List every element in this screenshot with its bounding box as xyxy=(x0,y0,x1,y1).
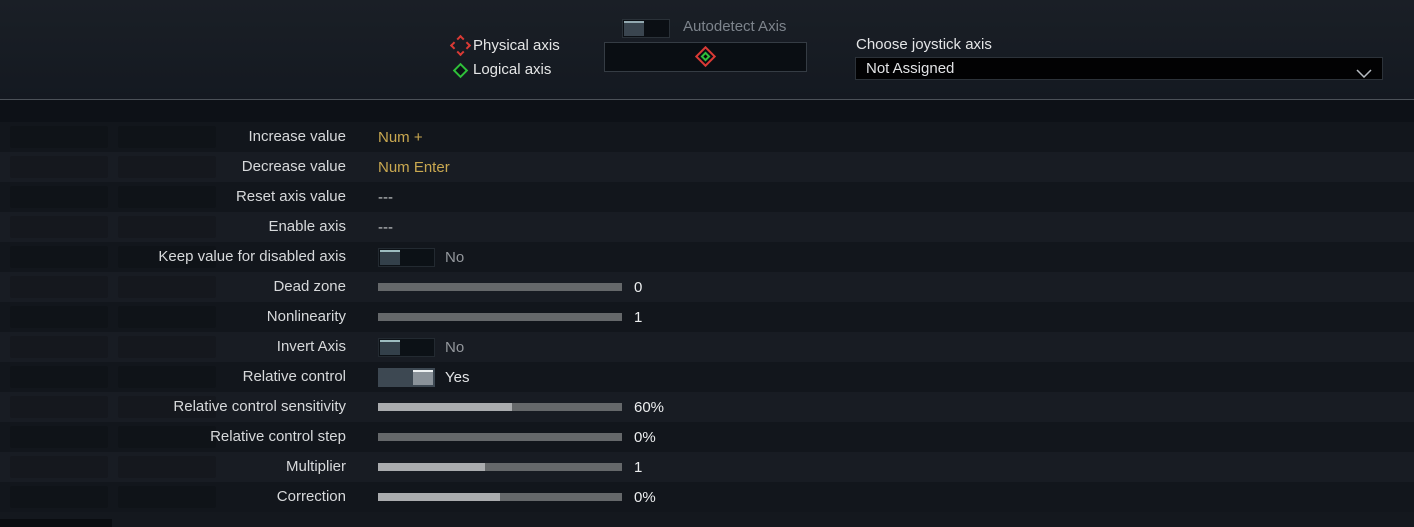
key-binding-value[interactable]: Num + xyxy=(378,128,423,146)
setting-slider[interactable] xyxy=(378,283,622,291)
toggle-handle xyxy=(380,339,400,355)
toggle-state-label: Yes xyxy=(445,368,470,386)
joystick-axis-dropdown[interactable]: Not Assigned xyxy=(855,57,1383,80)
setting-label: Relative control step xyxy=(210,428,346,445)
empty-binding-slots xyxy=(10,456,216,478)
slider-fill xyxy=(378,403,513,411)
choose-joystick-axis-label: Choose joystick axis xyxy=(856,36,992,53)
empty-binding-slots xyxy=(10,156,216,178)
footer-strip xyxy=(0,512,1414,527)
slider-value: 60% xyxy=(634,398,665,416)
physical-axis-legend: Physical axis xyxy=(449,33,560,57)
setting-label: Enable axis xyxy=(268,218,346,235)
settings-rows: Increase value Num + Decrease value Num … xyxy=(0,122,1414,512)
setting-label: Decrease value xyxy=(241,158,346,175)
footer-button-edge xyxy=(0,519,112,527)
empty-binding-slots xyxy=(10,126,216,148)
axis-legend: Physical axis Logical axis xyxy=(449,33,560,81)
slider-fill xyxy=(378,493,500,501)
empty-binding-slots xyxy=(10,306,216,328)
settings-row: Nonlinearity 1 xyxy=(0,302,1414,332)
toggle-handle xyxy=(624,21,644,36)
toggle-handle xyxy=(380,249,400,265)
physical-axis-label: Physical axis xyxy=(473,36,560,54)
slider-value: 0 xyxy=(634,278,643,296)
setting-toggle[interactable] xyxy=(378,367,435,387)
logical-axis-label: Logical axis xyxy=(473,60,552,78)
setting-slider[interactable] xyxy=(378,433,622,441)
empty-binding-slots xyxy=(10,186,216,208)
settings-row: Reset axis value --- xyxy=(0,182,1414,212)
axis-preview-box xyxy=(604,42,807,72)
empty-binding-slots xyxy=(10,366,216,388)
settings-row: Correction 0% xyxy=(0,482,1414,512)
key-binding-value[interactable]: Num Enter xyxy=(378,158,450,176)
empty-binding-slots xyxy=(10,426,216,448)
empty-binding-slots xyxy=(10,276,216,298)
setting-label: Nonlinearity xyxy=(266,308,346,325)
logical-axis-legend: Logical axis xyxy=(450,57,560,81)
slider-value: 1 xyxy=(634,308,643,326)
settings-row: Multiplier 1 xyxy=(0,452,1414,482)
settings-row: Keep value for disabled axis No xyxy=(0,242,1414,272)
physical-axis-icon xyxy=(449,34,472,57)
setting-slider[interactable] xyxy=(378,313,622,321)
setting-label: Keep value for disabled axis xyxy=(158,248,346,265)
setting-label: Dead zone xyxy=(273,278,346,295)
setting-slider[interactable] xyxy=(378,493,622,501)
logical-axis-icon xyxy=(450,59,470,79)
empty-binding-slots xyxy=(10,336,216,358)
toggle-state-label: No xyxy=(445,338,465,356)
setting-label: Invert Axis xyxy=(276,338,346,355)
toggle-handle xyxy=(413,369,433,385)
setting-label: Relative control xyxy=(242,368,346,385)
settings-row: Increase value Num + xyxy=(0,122,1414,152)
settings-row: Decrease value Num Enter xyxy=(0,152,1414,182)
empty-binding-slots xyxy=(10,486,216,508)
setting-label: Multiplier xyxy=(285,458,346,475)
setting-label: Relative control sensitivity xyxy=(173,398,346,415)
axis-setup-header: Physical axis Logical axis Autodetect Ax… xyxy=(0,0,1414,100)
setting-toggle[interactable] xyxy=(378,337,435,357)
slider-value: 0% xyxy=(634,428,656,446)
settings-row: Relative control sensitivity 60% xyxy=(0,392,1414,422)
autodetect-axis-toggle[interactable] xyxy=(622,19,670,38)
empty-binding-slots xyxy=(10,396,216,418)
setting-label: Reset axis value xyxy=(235,188,346,205)
setting-label: Correction xyxy=(276,488,346,505)
settings-row: Enable axis --- xyxy=(0,212,1414,242)
joystick-axis-selected-value: Not Assigned xyxy=(866,60,955,77)
settings-row: Dead zone 0 xyxy=(0,272,1414,302)
empty-binding-slots xyxy=(10,246,216,268)
axis-position-marker-icon xyxy=(694,45,716,68)
setting-slider[interactable] xyxy=(378,463,622,471)
empty-binding-slots xyxy=(10,216,216,238)
chevron-down-icon xyxy=(1356,65,1372,82)
settings-row: Invert Axis No xyxy=(0,332,1414,362)
slider-value: 1 xyxy=(634,458,643,476)
slider-fill xyxy=(378,463,486,471)
setting-label: Increase value xyxy=(248,128,346,145)
settings-row: Relative control step 0% xyxy=(0,422,1414,452)
setting-toggle[interactable] xyxy=(378,247,435,267)
key-binding-value[interactable]: --- xyxy=(378,218,393,236)
key-binding-value[interactable]: --- xyxy=(378,188,393,206)
settings-row: Relative control Yes xyxy=(0,362,1414,392)
toggle-state-label: No xyxy=(445,248,465,266)
slider-value: 0% xyxy=(634,488,656,506)
autodetect-axis-label: Autodetect Axis xyxy=(683,18,787,35)
setting-slider[interactable] xyxy=(378,403,622,411)
